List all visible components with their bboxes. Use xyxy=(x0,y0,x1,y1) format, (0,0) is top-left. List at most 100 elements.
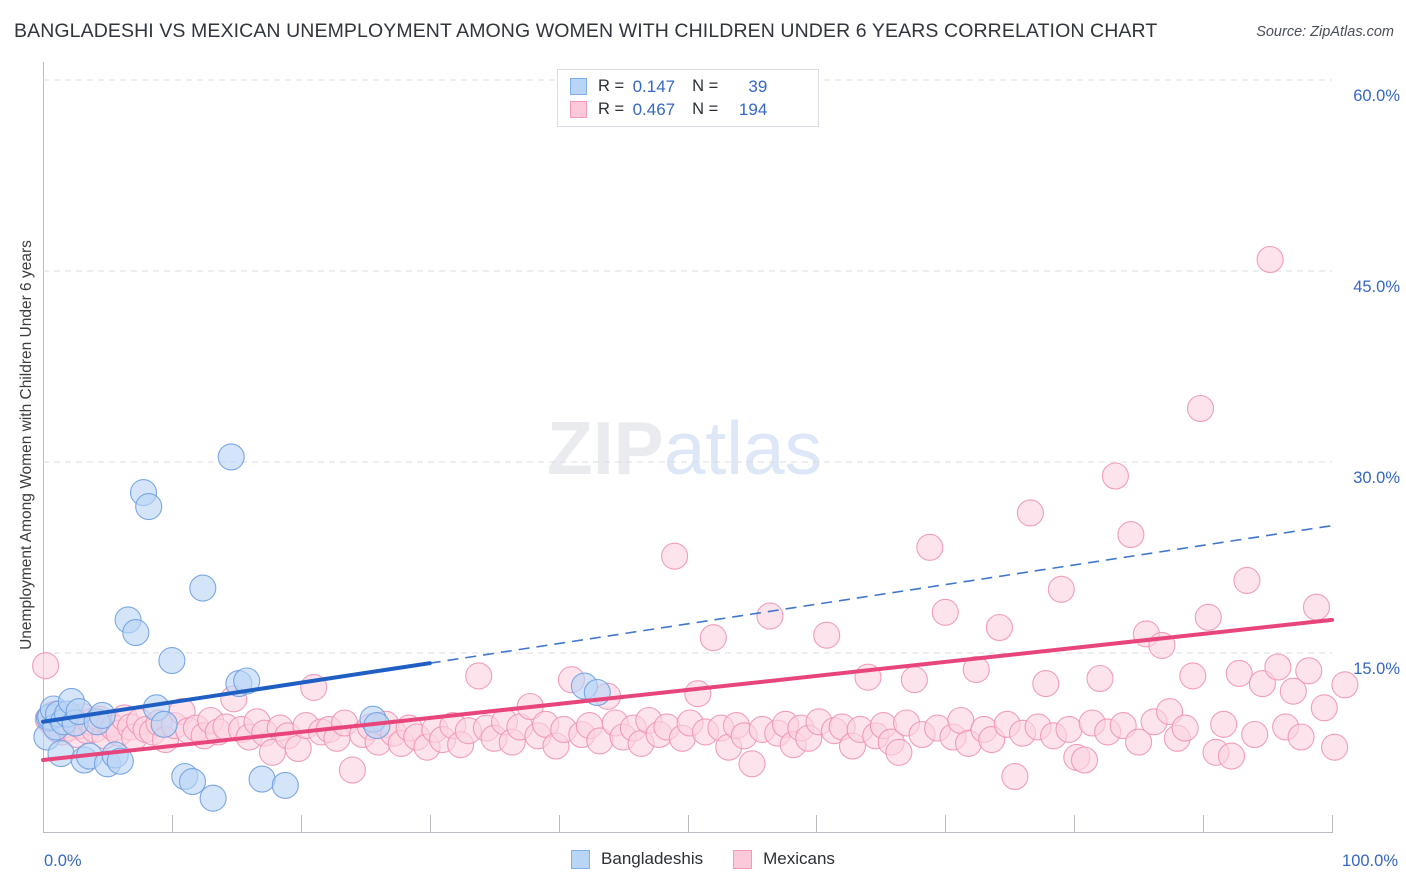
data-point xyxy=(122,619,150,647)
data-point xyxy=(1302,593,1331,621)
data-point xyxy=(885,738,913,766)
x-axis-max-label: 100.0% xyxy=(1342,852,1398,870)
data-point xyxy=(947,706,975,735)
data-point xyxy=(199,784,227,812)
data-point xyxy=(135,493,163,521)
stat-n-label-pink: N = xyxy=(692,100,719,118)
data-point xyxy=(1171,714,1199,742)
data-point xyxy=(248,765,276,793)
data-point xyxy=(1047,575,1075,603)
stat-n-value-pink: 194 xyxy=(738,99,768,119)
x-tick-mark xyxy=(687,815,689,832)
x-tick-mark xyxy=(1074,815,1076,832)
legend-item-mexicans[interactable]: Mexicans xyxy=(733,849,835,869)
data-point xyxy=(1086,664,1114,693)
page-title: BANGLADESHI VS MEXICAN UNEMPLOYMENT AMON… xyxy=(14,20,1158,42)
stat-r-value-blue: 0.147 xyxy=(632,76,676,96)
series-legend: Bangladeshis Mexicans xyxy=(0,849,1406,869)
data-point xyxy=(1016,499,1044,527)
data-point xyxy=(985,613,1013,642)
stat-n-label-blue: N = xyxy=(692,77,719,95)
data-point xyxy=(661,542,689,570)
data-point xyxy=(1256,245,1284,274)
data-point xyxy=(1321,733,1349,761)
source-label: Source: ZipAtlas.com xyxy=(1256,24,1394,40)
data-point xyxy=(271,771,299,799)
data-point xyxy=(1194,603,1222,631)
data-point xyxy=(32,652,60,680)
data-point xyxy=(465,662,493,690)
trendline-bangladeshis-solid xyxy=(41,661,432,724)
data-point xyxy=(1287,723,1315,751)
data-point xyxy=(756,602,784,630)
data-point xyxy=(1001,762,1029,791)
legend-label-mexicans: Mexicans xyxy=(763,849,835,868)
y-axis-line xyxy=(43,62,44,832)
data-point xyxy=(338,756,366,784)
y-axis-title-text: Unemployment Among Women with Children U… xyxy=(18,240,35,650)
x-axis-min-label: 0.0% xyxy=(44,852,82,870)
data-point xyxy=(1101,462,1129,490)
trendline-bangladeshis-dashed xyxy=(429,524,1333,664)
data-point xyxy=(684,680,712,708)
data-point xyxy=(189,574,217,602)
data-point xyxy=(1264,653,1292,681)
data-point xyxy=(699,624,727,652)
x-tick-mark xyxy=(429,815,431,832)
data-point xyxy=(931,598,959,626)
data-point xyxy=(1217,742,1246,770)
data-point xyxy=(1117,521,1145,549)
x-tick-mark xyxy=(300,815,302,832)
y-tick-label: 15.0% xyxy=(1353,660,1400,678)
data-point xyxy=(916,533,944,561)
data-point xyxy=(738,750,766,778)
data-point xyxy=(1055,715,1083,743)
data-point xyxy=(284,734,312,763)
data-point xyxy=(813,621,841,649)
x-tick-mark xyxy=(945,815,947,832)
legend-label-bangladeshis: Bangladeshis xyxy=(601,849,704,868)
legend-swatch-mexicans xyxy=(733,849,753,869)
trendline-mexicans xyxy=(41,617,1334,762)
correlation-stats-box: R = 0.147 N = 39 R = 0.467 N = 194 xyxy=(557,69,819,127)
y-axis-title: Unemployment Among Women with Children U… xyxy=(14,0,40,892)
data-point xyxy=(1310,694,1338,722)
stat-row-bangladeshis: R = 0.147 N = 39 xyxy=(570,75,808,98)
data-point xyxy=(1125,728,1153,756)
data-point xyxy=(1295,657,1323,685)
data-point xyxy=(1186,394,1215,423)
y-tick-label: 30.0% xyxy=(1353,469,1400,487)
legend-item-bangladeshis[interactable]: Bangladeshis xyxy=(571,849,703,869)
data-point xyxy=(1331,671,1359,699)
stat-n-value-blue: 39 xyxy=(748,76,768,96)
scatter-plot-svg xyxy=(32,79,1359,812)
data-point xyxy=(150,710,178,738)
data-point xyxy=(1032,670,1060,698)
data-point xyxy=(900,666,928,694)
data-point xyxy=(1233,566,1261,594)
data-point xyxy=(106,747,134,775)
data-point xyxy=(158,647,186,675)
data-point xyxy=(1279,677,1307,705)
x-tick-mark xyxy=(1332,815,1333,832)
stat-r-value-pink: 0.467 xyxy=(632,99,676,119)
data-point xyxy=(1225,659,1253,687)
stat-row-mexicans: R = 0.467 N = 194 xyxy=(570,98,808,121)
stat-r-label-blue: R = xyxy=(598,77,625,95)
stat-swatch-blue xyxy=(570,78,587,95)
data-point xyxy=(1241,720,1269,749)
x-axis-line xyxy=(43,832,1333,833)
data-point xyxy=(178,768,207,796)
x-tick-mark xyxy=(816,815,818,832)
data-point xyxy=(47,740,75,768)
plot-area xyxy=(32,62,1359,832)
x-tick-mark xyxy=(1203,815,1205,832)
stat-swatch-pink xyxy=(570,101,587,118)
series-mexicans xyxy=(32,245,1359,791)
y-tick-label: 60.0% xyxy=(1353,87,1400,105)
x-tick-mark xyxy=(171,815,173,832)
data-point xyxy=(1179,662,1207,690)
data-point xyxy=(1070,746,1099,774)
legend-swatch-bangladeshis xyxy=(571,849,591,869)
